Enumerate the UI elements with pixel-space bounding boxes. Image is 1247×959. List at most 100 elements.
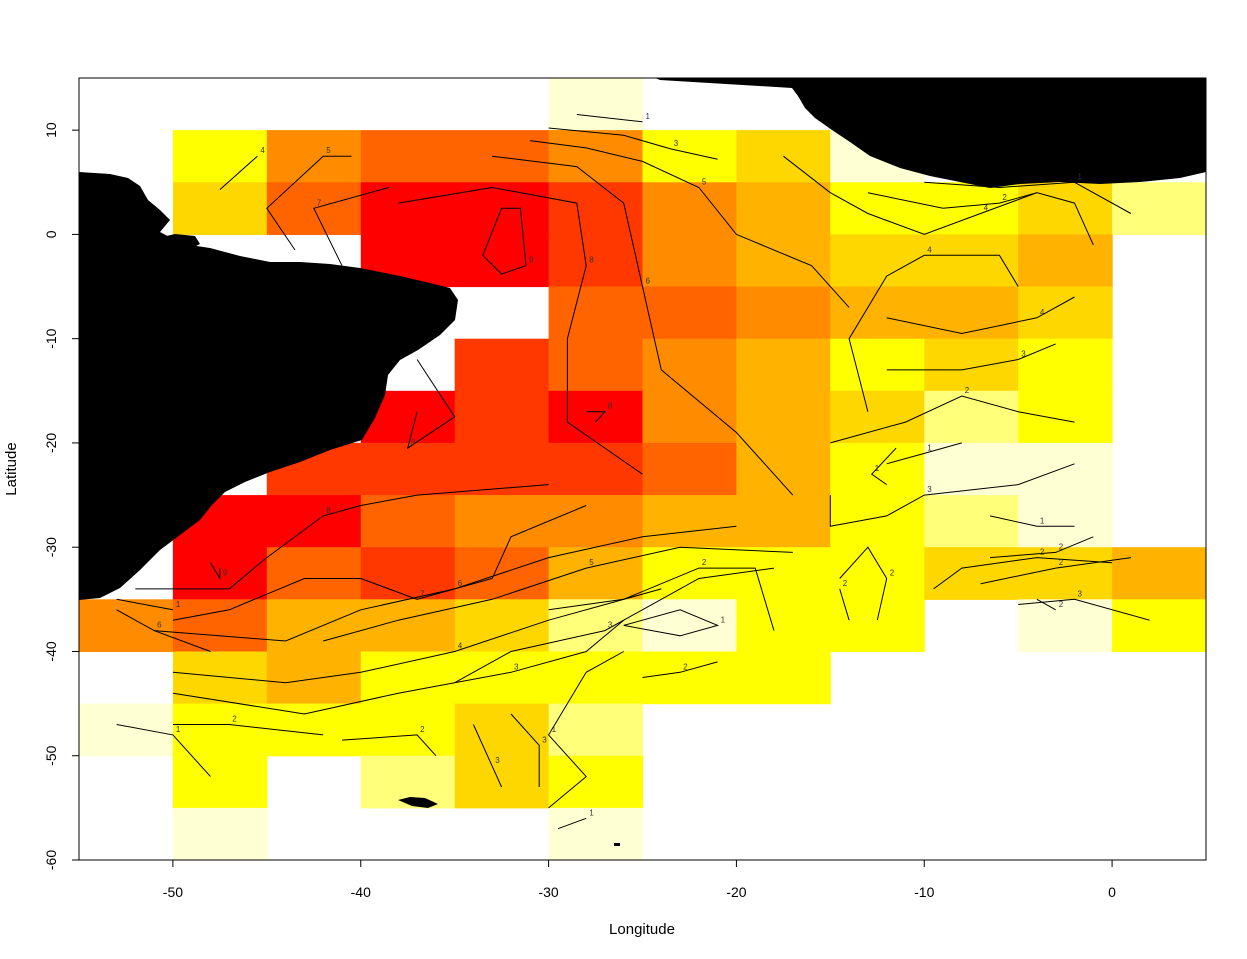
contour-label: 3 — [927, 485, 932, 494]
contour-label: 2 — [232, 715, 237, 724]
contour-label: 2 — [1059, 542, 1064, 551]
contour-label: 2 — [965, 386, 970, 395]
y-tick-label: -40 — [43, 641, 59, 661]
heat-cell — [548, 703, 644, 757]
heat-cell — [548, 547, 644, 600]
heat-cell — [736, 651, 831, 705]
contour-line — [529, 140, 850, 308]
heat-cell — [548, 338, 644, 392]
contour-line — [886, 296, 1075, 335]
contour-line — [341, 734, 437, 757]
contour-line — [829, 463, 1075, 527]
contour-line — [933, 557, 1113, 590]
contour-line — [886, 343, 1056, 371]
contour-line — [172, 588, 662, 684]
contour-label: 1 — [927, 443, 932, 452]
heat-cell — [360, 703, 456, 757]
contour-label: 4 — [260, 146, 265, 155]
heat-cell — [454, 338, 550, 392]
contour-label: 6 — [157, 621, 162, 630]
heat-cell — [736, 338, 831, 392]
heat-cell — [548, 755, 644, 809]
heat-cell — [548, 495, 644, 548]
contour-line — [406, 359, 456, 450]
heat-cell — [924, 442, 1019, 496]
contour-label: 1 — [875, 464, 880, 473]
x-tick-label: -50 — [163, 884, 183, 900]
heat-cell — [360, 442, 456, 496]
heat-cell — [642, 390, 737, 444]
contour-line — [886, 442, 962, 465]
heat-cell — [924, 390, 1019, 444]
contour-line — [548, 127, 718, 160]
plot-frame — [78, 77, 1207, 861]
heat-cell — [454, 234, 550, 288]
contour-line — [1018, 598, 1150, 621]
y-axis: 10 0 -10 -20 -30 -40 -50 -60 — [43, 122, 79, 870]
heat-cell — [548, 807, 644, 860]
x-tick-label: -30 — [538, 884, 558, 900]
heat-cell — [642, 338, 737, 392]
contour-line — [219, 155, 258, 190]
heat-cell — [830, 286, 925, 340]
contour-label: 2 — [1040, 548, 1045, 557]
heat-cell — [1112, 547, 1206, 600]
contour-label: 3 — [608, 621, 613, 630]
heat-cell — [736, 599, 831, 652]
heat-cell — [1018, 338, 1113, 392]
contour-label: 2 — [1002, 193, 1007, 202]
contour-line — [135, 484, 549, 590]
contour-label: 7 — [317, 198, 322, 207]
contour-line — [830, 395, 1075, 444]
contour-label: 1 — [1040, 516, 1045, 525]
contour-line — [839, 588, 850, 621]
contour-label: 2 — [702, 558, 707, 567]
land-falkland-islands — [398, 797, 438, 808]
contour-label: 5 — [326, 146, 331, 155]
contour-label: 2 — [1059, 558, 1064, 567]
heat-cell — [454, 442, 550, 496]
heat-cell — [736, 495, 831, 548]
x-tick-label: -20 — [726, 884, 746, 900]
heat-cell — [830, 182, 925, 235]
heat-cell — [924, 286, 1019, 340]
contour-line — [783, 155, 1094, 246]
heat-cell — [736, 442, 831, 496]
heat-cell — [548, 442, 644, 496]
heat-cell — [79, 599, 174, 652]
contour-label: 2 — [1059, 600, 1064, 609]
land-masses — [79, 78, 1206, 846]
y-tick-label: -30 — [43, 537, 59, 557]
contour-label: 8 — [589, 256, 594, 265]
contour-label: 4 — [458, 642, 463, 651]
contour-label: 7 — [420, 589, 425, 598]
x-tick-label: 0 — [1108, 884, 1116, 900]
contour-label: 1 — [589, 808, 594, 817]
heat-cell — [1018, 599, 1113, 652]
contour-line — [116, 598, 173, 611]
heat-cell — [736, 234, 831, 288]
contour-line — [642, 661, 718, 678]
heat-cell — [736, 286, 831, 340]
heat-cell — [548, 182, 644, 235]
heat-cell — [172, 807, 268, 860]
contour-line — [576, 114, 643, 123]
contour-line — [172, 724, 324, 736]
contour-line — [172, 619, 625, 715]
y-tick-label: 0 — [43, 230, 59, 238]
heat-cell — [548, 286, 644, 340]
heat-cell — [454, 599, 550, 652]
contour-label: 3 — [1078, 589, 1083, 598]
heat-cell — [642, 651, 737, 705]
contour-line — [510, 713, 540, 787]
land-south-america — [79, 172, 458, 600]
heat-cell — [1112, 182, 1206, 235]
heat-cell — [830, 599, 925, 652]
x-tick-label: -40 — [351, 884, 371, 900]
heat-cell — [172, 651, 268, 705]
contour-line — [548, 567, 775, 631]
heat-cell — [266, 547, 362, 600]
heat-cell — [830, 338, 925, 392]
contour-line — [116, 724, 211, 777]
contour-label: 1 — [176, 600, 181, 609]
